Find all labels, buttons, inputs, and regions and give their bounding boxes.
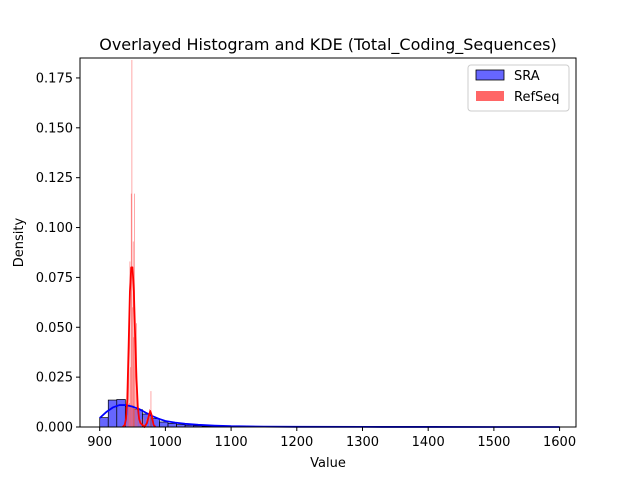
x-tick-label: 1200 xyxy=(280,435,313,450)
refseq-bar-19 xyxy=(149,409,150,427)
y-tick-label: 0.050 xyxy=(36,321,73,336)
refseq-kde-line xyxy=(122,266,157,428)
y-tick-label: 0.125 xyxy=(36,171,73,186)
refseq-bar-16 xyxy=(141,419,143,427)
x-axis-title: Value xyxy=(310,456,346,471)
sra-bar-7 xyxy=(159,421,169,428)
sra-bar-1 xyxy=(107,399,118,428)
x-tick-label: 1500 xyxy=(477,435,510,450)
x-tick-label: 1300 xyxy=(346,435,379,450)
refseq-bar-6 xyxy=(130,193,132,427)
refseq-bar-7 xyxy=(131,59,133,428)
legend-label-sra: SRA xyxy=(514,69,540,84)
refseq-bar-0 xyxy=(125,423,127,427)
legend: SRA RefSeq xyxy=(467,64,570,112)
y-tick-label: 0.000 xyxy=(36,421,73,436)
refseq-bar-9 xyxy=(132,241,134,427)
refseq-bar-2 xyxy=(128,361,129,427)
x-tick-label: 900 xyxy=(87,435,112,450)
sra-bar-8 xyxy=(167,423,177,428)
refseq-bar-20 xyxy=(150,391,152,427)
sra-bar-0 xyxy=(99,417,109,428)
y-tick-label: 0.075 xyxy=(36,271,73,286)
x-tick-label: 1000 xyxy=(149,435,182,450)
chart-title: Overlayed Histogram and KDE (Total_Codin… xyxy=(99,35,557,55)
y-tick-label: 0.025 xyxy=(36,371,73,386)
refseq-bar-3 xyxy=(128,403,130,427)
refseq-bar-12 xyxy=(134,357,136,427)
x-tick-label: 1400 xyxy=(412,435,445,450)
refseq-bar-4 xyxy=(129,261,131,427)
legend-swatch-refseq xyxy=(476,91,504,101)
refseq-bar-10 xyxy=(133,337,135,427)
x-tick-label: 1100 xyxy=(215,435,248,450)
axis-ticks: 900 1000 1100 1200 1300 1400 1500 1600 0.000 0.02… xyxy=(36,71,576,450)
refseq-bar-17 xyxy=(143,417,145,427)
y-tick-label: 0.175 xyxy=(36,71,73,86)
y-axis-title: Density xyxy=(12,217,27,267)
y-tick-label: 0.150 xyxy=(36,121,73,136)
refseq-bar-5 xyxy=(130,367,131,427)
legend-swatch-sra xyxy=(475,69,505,81)
x-tick-label: 1600 xyxy=(543,435,576,450)
y-tick-label: 0.100 xyxy=(36,221,73,236)
legend-label-refseq: RefSeq xyxy=(514,90,560,105)
refseq-bar-8 xyxy=(132,307,133,427)
sra-bar-2 xyxy=(116,399,126,428)
axes-frame xyxy=(79,57,577,428)
refseq-bar-1 xyxy=(126,415,128,427)
